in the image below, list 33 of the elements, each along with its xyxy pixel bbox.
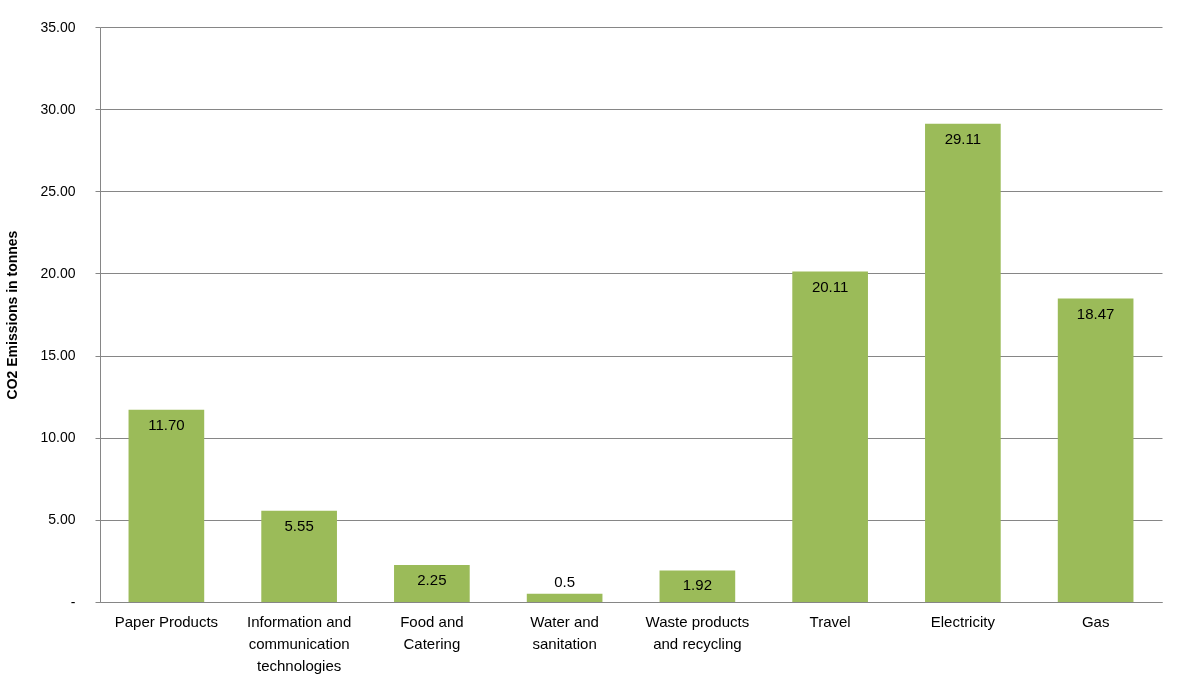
data-label: 18.47 — [1076, 304, 1115, 322]
x-tick-label: Information and communication technologies — [247, 612, 352, 674]
data-label: 20.11 — [811, 277, 849, 295]
bar — [261, 510, 337, 602]
y-tick-label: 5.00 — [48, 511, 76, 528]
data-label: 0.5 — [554, 572, 576, 590]
x-tick-label: Water and sanitation — [530, 612, 599, 652]
y-tick-label: 25.00 — [40, 182, 76, 199]
data-label: 29.11 — [944, 129, 982, 147]
y-tick-label: 15.00 — [40, 347, 76, 364]
bar — [526, 593, 603, 602]
bar — [792, 271, 868, 602]
bar — [659, 570, 736, 602]
data-label: 2.25 — [417, 571, 447, 589]
y-tick-label: 35.00 — [40, 18, 76, 35]
x-tick-label: Paper Products — [114, 612, 219, 630]
x-tick-label: Food and Catering — [400, 612, 464, 652]
data-label: 5.55 — [284, 516, 314, 534]
bar — [1057, 298, 1134, 602]
data-label: 1.92 — [682, 576, 712, 594]
data-label: 11.70 — [148, 415, 185, 433]
bar — [925, 123, 1001, 602]
x-tick-label: Gas — [1081, 612, 1110, 630]
y-tick-label: 10.00 — [40, 429, 76, 446]
x-tick-label: Travel — [809, 612, 851, 630]
y-tick-label: - — [70, 593, 76, 610]
x-tick-label: Waste products and recycling — [645, 612, 750, 652]
bar — [128, 409, 205, 602]
y-tick-label: 30.00 — [40, 100, 76, 117]
bar — [394, 565, 470, 602]
y-tick-label: 20.00 — [40, 264, 76, 281]
x-tick-label: Electricity — [930, 612, 996, 630]
y-axis-title: CO2 Emissions in tonnes — [4, 230, 21, 400]
